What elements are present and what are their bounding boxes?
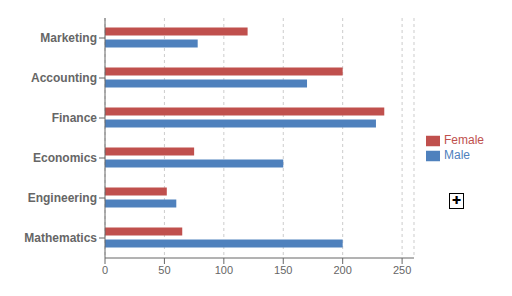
svg-text:Mathematics: Mathematics xyxy=(24,231,97,245)
svg-text:0: 0 xyxy=(102,264,108,276)
svg-text:100: 100 xyxy=(215,264,233,276)
svg-text:200: 200 xyxy=(334,264,352,276)
svg-text:Accounting: Accounting xyxy=(31,71,97,85)
html-text:Male: Male xyxy=(444,148,470,162)
svg-text:Marketing: Marketing xyxy=(40,31,97,45)
svg-text:Finance: Finance xyxy=(52,111,98,125)
svg-text:50: 50 xyxy=(158,264,170,276)
svg-text:150: 150 xyxy=(274,264,292,276)
html-text:Female: Female xyxy=(444,133,484,148)
svg-text:Economics: Economics xyxy=(33,151,97,165)
svg-text:250: 250 xyxy=(393,264,411,276)
svg-text:Engineering: Engineering xyxy=(28,191,97,205)
